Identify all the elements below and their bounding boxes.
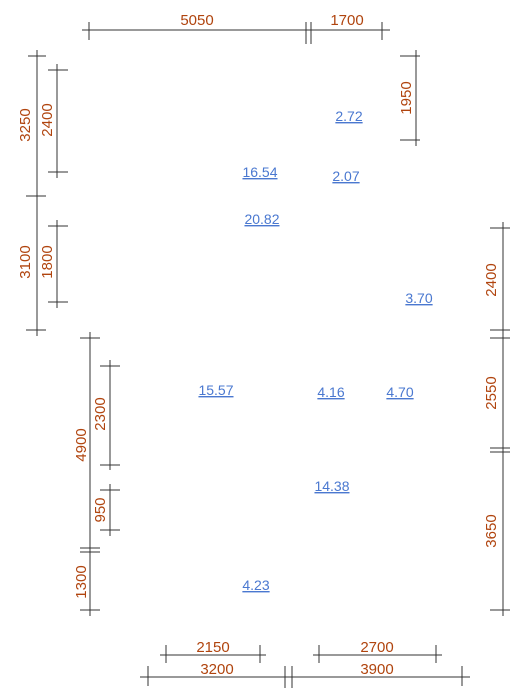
- dim-label-mid-inner-left-small: 950: [92, 497, 109, 522]
- dim-mid-inner-left: 2300: [92, 360, 120, 470]
- dim-left-outer-top: 3250: [17, 50, 46, 200]
- room-area-label[interactable]: 16.54: [242, 164, 277, 180]
- dim-label-right-lower-b: 3650: [483, 514, 500, 547]
- dim-label-right-lower-a: 2550: [483, 376, 500, 409]
- dim-right-mid: 2400: [483, 222, 510, 336]
- room-area-label[interactable]: 2.07: [332, 168, 359, 184]
- dim-left-inner-mid: 1800: [39, 220, 68, 308]
- room-area-label[interactable]: 15.57: [198, 382, 233, 398]
- dim-top-chain: 5050 1700: [82, 12, 390, 44]
- dim-right-upper: 1950: [398, 50, 420, 146]
- dim-label-left-inner-mid: 1800: [39, 245, 56, 278]
- dim-label-left-outer-top: 3250: [17, 108, 34, 141]
- room-area-labels: 2.72 16.54 2.07 20.82 3.70 15.57 4.16 4.…: [198, 108, 432, 593]
- dim-label-mid-inner-left: 2300: [92, 397, 109, 430]
- dim-bottom-left-vert: 1300: [73, 552, 100, 616]
- room-area-label[interactable]: 20.82: [244, 211, 279, 227]
- room-area-label[interactable]: 14.38: [314, 478, 349, 494]
- dim-left-inner-top: 2400: [39, 64, 68, 178]
- dim-label-bottom-outer-right: 3900: [360, 661, 393, 678]
- dim-label-top-right: 1700: [330, 12, 363, 29]
- dim-label-left-outer-mid: 3100: [17, 245, 34, 278]
- room-area-label[interactable]: 2.72: [335, 108, 362, 124]
- dim-label-bottom-inner-left: 2150: [196, 639, 229, 656]
- dim-label-left-inner-top: 2400: [39, 103, 56, 136]
- dim-label-right-mid: 2400: [483, 263, 500, 296]
- dim-left-outer-mid: 3100: [17, 196, 46, 336]
- room-area-label[interactable]: 4.70: [386, 384, 413, 400]
- room-area-label[interactable]: 4.23: [242, 577, 269, 593]
- dim-bottom-inner: 2150 2700: [160, 639, 442, 663]
- room-area-label[interactable]: 3.70: [405, 290, 432, 306]
- dim-label-mid-outer-left: 4900: [73, 428, 90, 461]
- dim-bottom-outer: 3200 3900: [140, 661, 470, 688]
- dim-label-bottom-outer-left: 3200: [200, 661, 233, 678]
- dim-mid-inner-left-small: 950: [92, 484, 120, 536]
- dim-label-bottom-left-vert: 1300: [73, 565, 90, 598]
- dim-label-right-upper: 1950: [398, 81, 415, 114]
- room-area-label[interactable]: 4.16: [317, 384, 344, 400]
- dim-label-bottom-inner-right: 2700: [360, 639, 393, 656]
- dim-right-lower: 2550 3650: [483, 332, 510, 616]
- dim-label-top-left: 5050: [180, 12, 213, 29]
